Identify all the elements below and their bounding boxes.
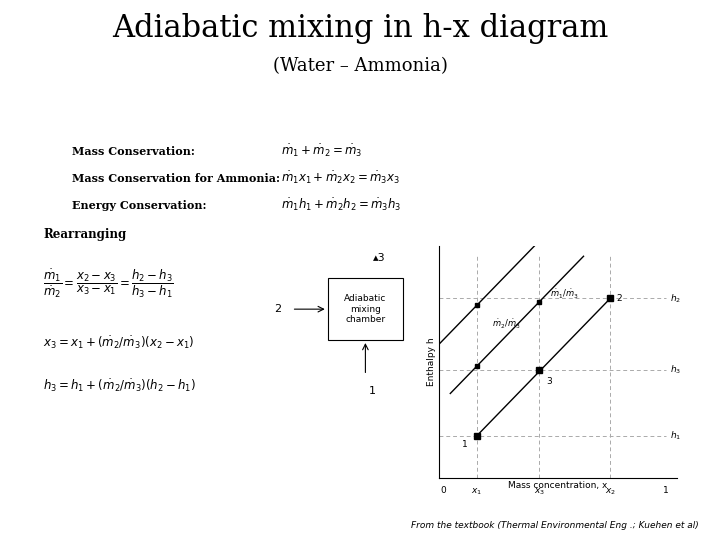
Text: Adiabatic mixing in h-x diagram: Adiabatic mixing in h-x diagram [112, 14, 608, 44]
Text: (Water – Ammonia): (Water – Ammonia) [273, 57, 447, 75]
Text: Rearranging: Rearranging [43, 228, 127, 241]
Text: $h_3$: $h_3$ [670, 364, 681, 376]
Text: $x_3 = x_1 + (\dot{m}_2 / \dot{m}_3)(x_2 - x_1)$: $x_3 = x_1 + (\dot{m}_2 / \dot{m}_3)(x_2… [43, 335, 194, 351]
Text: 0: 0 [441, 487, 446, 495]
Text: $x_3$: $x_3$ [534, 487, 544, 497]
Text: 1: 1 [369, 386, 376, 396]
Text: $\dfrac{\dot{m}_1}{\dot{m}_2} = \dfrac{x_2 - x_3}{x_3 - x_1} = \dfrac{h_2 - h_3}: $\dfrac{\dot{m}_1}{\dot{m}_2} = \dfrac{x… [43, 267, 174, 300]
Text: $h_2$: $h_2$ [670, 292, 681, 305]
FancyBboxPatch shape [328, 278, 403, 340]
Text: From the textbook (Thermal Environmental Eng .; Kuehen et al): From the textbook (Thermal Environmental… [410, 521, 698, 530]
Text: 2: 2 [274, 304, 281, 314]
Text: $x_2$: $x_2$ [605, 487, 616, 497]
Text: Adiabatic
mixing
chamber: Adiabatic mixing chamber [344, 294, 387, 324]
Text: 2: 2 [617, 294, 623, 303]
Text: Mass Conservation:: Mass Conservation: [72, 146, 195, 157]
Text: ▴3: ▴3 [373, 253, 385, 262]
Text: 1: 1 [663, 487, 669, 495]
Text: $\dot{m}_1/\dot{m}_3$: $\dot{m}_1/\dot{m}_3$ [550, 287, 579, 301]
Text: $\dot{m}_2/\dot{m}_3$: $\dot{m}_2/\dot{m}_3$ [492, 317, 521, 330]
Text: 1: 1 [462, 440, 468, 449]
Y-axis label: Enthalpy h: Enthalpy h [428, 338, 436, 386]
Text: $h_3 = h_1 + (\dot{m}_2 / \dot{m}_3)(h_2 - h_1)$: $h_3 = h_1 + (\dot{m}_2 / \dot{m}_3)(h_2… [43, 378, 197, 394]
Text: $h_1$: $h_1$ [670, 429, 681, 442]
Text: $\dot{m}_1 x_1 + \dot{m}_2 x_2 = \dot{m}_3 x_3$: $\dot{m}_1 x_1 + \dot{m}_2 x_2 = \dot{m}… [281, 170, 400, 186]
X-axis label: Mass concentration, x: Mass concentration, x [508, 481, 608, 490]
Text: $x_1$: $x_1$ [472, 487, 482, 497]
Text: Energy Conservation:: Energy Conservation: [72, 200, 207, 211]
Text: 3: 3 [546, 376, 552, 386]
Text: $\dot{m}_1 h_1 + \dot{m}_2 h_2 = \dot{m}_3 h_3$: $\dot{m}_1 h_1 + \dot{m}_2 h_2 = \dot{m}… [281, 197, 401, 213]
Text: $\dot{m}_1 + \dot{m}_2 = \dot{m}_3$: $\dot{m}_1 + \dot{m}_2 = \dot{m}_3$ [281, 143, 362, 159]
Text: Mass Conservation for Ammonia:: Mass Conservation for Ammonia: [72, 173, 280, 184]
